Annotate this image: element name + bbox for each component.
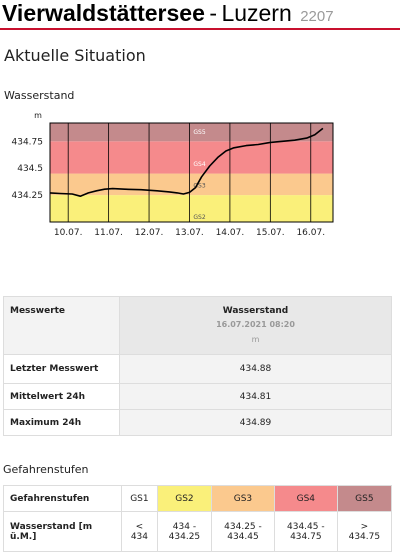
band-label-gs5: GS5 — [193, 129, 205, 136]
level-gs1: GS1 — [121, 485, 158, 512]
band-gs2 — [50, 195, 333, 222]
x-tick-label: 15.07. — [256, 228, 285, 238]
range-gs3: 434.25 -434.45 — [211, 511, 275, 552]
range-gs4-line2: 434.75 — [290, 531, 322, 542]
series-line-wasserstand — [49, 127, 324, 197]
row-label: Mittelwert 24h — [3, 383, 120, 410]
gefahrenstufen-table: Gefahrenstufen GS1 GS2 GS3 GS4 GS5 Wasse… — [3, 485, 393, 552]
messwerte-header-row: Messwerte Wasserstand 16.07.2021 08:20 m — [3, 296, 392, 355]
x-tick-label: 16.07. — [296, 228, 325, 238]
row-value: 434.89 — [119, 409, 392, 436]
row-label: Maximum 24h — [3, 409, 120, 436]
range-gs3-line2: 434.45 — [227, 531, 259, 542]
x-tick-label: 14.07. — [216, 228, 245, 238]
range-gs1-line1: < — [135, 521, 144, 532]
band-label-gs3: GS3 — [193, 183, 205, 190]
x-tick-label: 13.07. — [175, 228, 204, 238]
title-separator: - — [209, 0, 217, 26]
band-gs4 — [50, 141, 333, 174]
band-label-gs2: GS2 — [193, 214, 205, 221]
gefahrenstufen-header-row: Gefahrenstufen GS1 GS2 GS3 GS4 GS5 — [3, 485, 393, 512]
table-row: Maximum 24h 434.89 — [3, 409, 392, 436]
plot-frame — [49, 122, 334, 223]
level-gs4: GS4 — [273, 485, 338, 512]
situation-heading: Aktuelle Situation — [4, 46, 146, 65]
table-row: Letzter Messwert 434.88 — [3, 354, 392, 384]
y-tick-label: 434.25 — [12, 191, 44, 201]
range-row-label: Wasserstand [m ü.M.] — [3, 511, 122, 552]
range-gs1: <434 — [121, 511, 158, 552]
station-title: Vierwaldstättersee - Luzern 2207 — [2, 0, 334, 27]
y-tick-label: 434.5 — [17, 164, 43, 174]
x-tick-label: 11.07. — [94, 228, 123, 238]
level-gs2: GS2 — [156, 485, 213, 512]
gefahrenstufen-range-row: Wasserstand [m ü.M.] <434 434 -434.25 43… — [3, 511, 393, 552]
range-gs4: 434.45 -434.75 — [273, 511, 338, 552]
page-header: Vierwaldstättersee - Luzern 2207 — [0, 0, 400, 30]
water-level-chart: GS2 GS3 GS4 GS5 10.07. 11.07. 12.07. 13.07. 14.0… — [12, 111, 334, 238]
messwerte-table: Messwerte Wasserstand 16.07.2021 08:20 m… — [3, 296, 392, 436]
table-row: Mittelwert 24h 434.81 — [3, 383, 392, 410]
row-value: 434.88 — [119, 354, 392, 384]
row-value: 434.81 — [119, 383, 392, 410]
band-label-gs4: GS4 — [193, 161, 205, 168]
column-date: 16.07.2021 08:20 — [216, 320, 295, 329]
level-gs3: GS3 — [211, 485, 275, 512]
column-unit: m — [251, 335, 260, 344]
x-tick-label: 12.07. — [135, 228, 164, 238]
band-gs5 — [50, 123, 333, 142]
messwerte-column-header: Wasserstand 16.07.2021 08:20 m — [119, 296, 392, 355]
column-title: Wasserstand — [222, 306, 289, 316]
y-axis-unit: m — [34, 111, 42, 120]
range-gs3-line1: 434.25 - — [224, 521, 262, 532]
range-gs1-line2: 434 — [130, 531, 148, 542]
row-label: Letzter Messwert — [3, 354, 120, 384]
x-tick-label: 10.07. — [54, 228, 83, 238]
range-gs2-line1: 434 - — [172, 521, 197, 532]
station-number: 2207 — [300, 8, 334, 25]
lake-name: Vierwaldstättersee — [2, 0, 205, 26]
range-gs4-line1: 434.45 - — [287, 521, 325, 532]
range-gs5-line2: 434.75 — [348, 531, 381, 542]
range-gs2-line2: 434.25 — [168, 531, 201, 542]
level-gs5: GS5 — [336, 485, 393, 512]
messwerte-header-label: Messwerte — [3, 296, 120, 355]
gefahrenstufen-heading: Gefahrenstufen — [3, 463, 89, 476]
y-tick-label: 434.75 — [12, 137, 44, 147]
range-gs5-line1: > — [360, 521, 369, 532]
gefahrenstufen-header-label: Gefahrenstufen — [3, 485, 122, 512]
range-gs5: >434.75 — [336, 511, 393, 552]
range-gs2: 434 -434.25 — [156, 511, 213, 552]
wasserstand-heading: Wasserstand — [4, 89, 75, 102]
city-name: Luzern — [221, 0, 292, 26]
